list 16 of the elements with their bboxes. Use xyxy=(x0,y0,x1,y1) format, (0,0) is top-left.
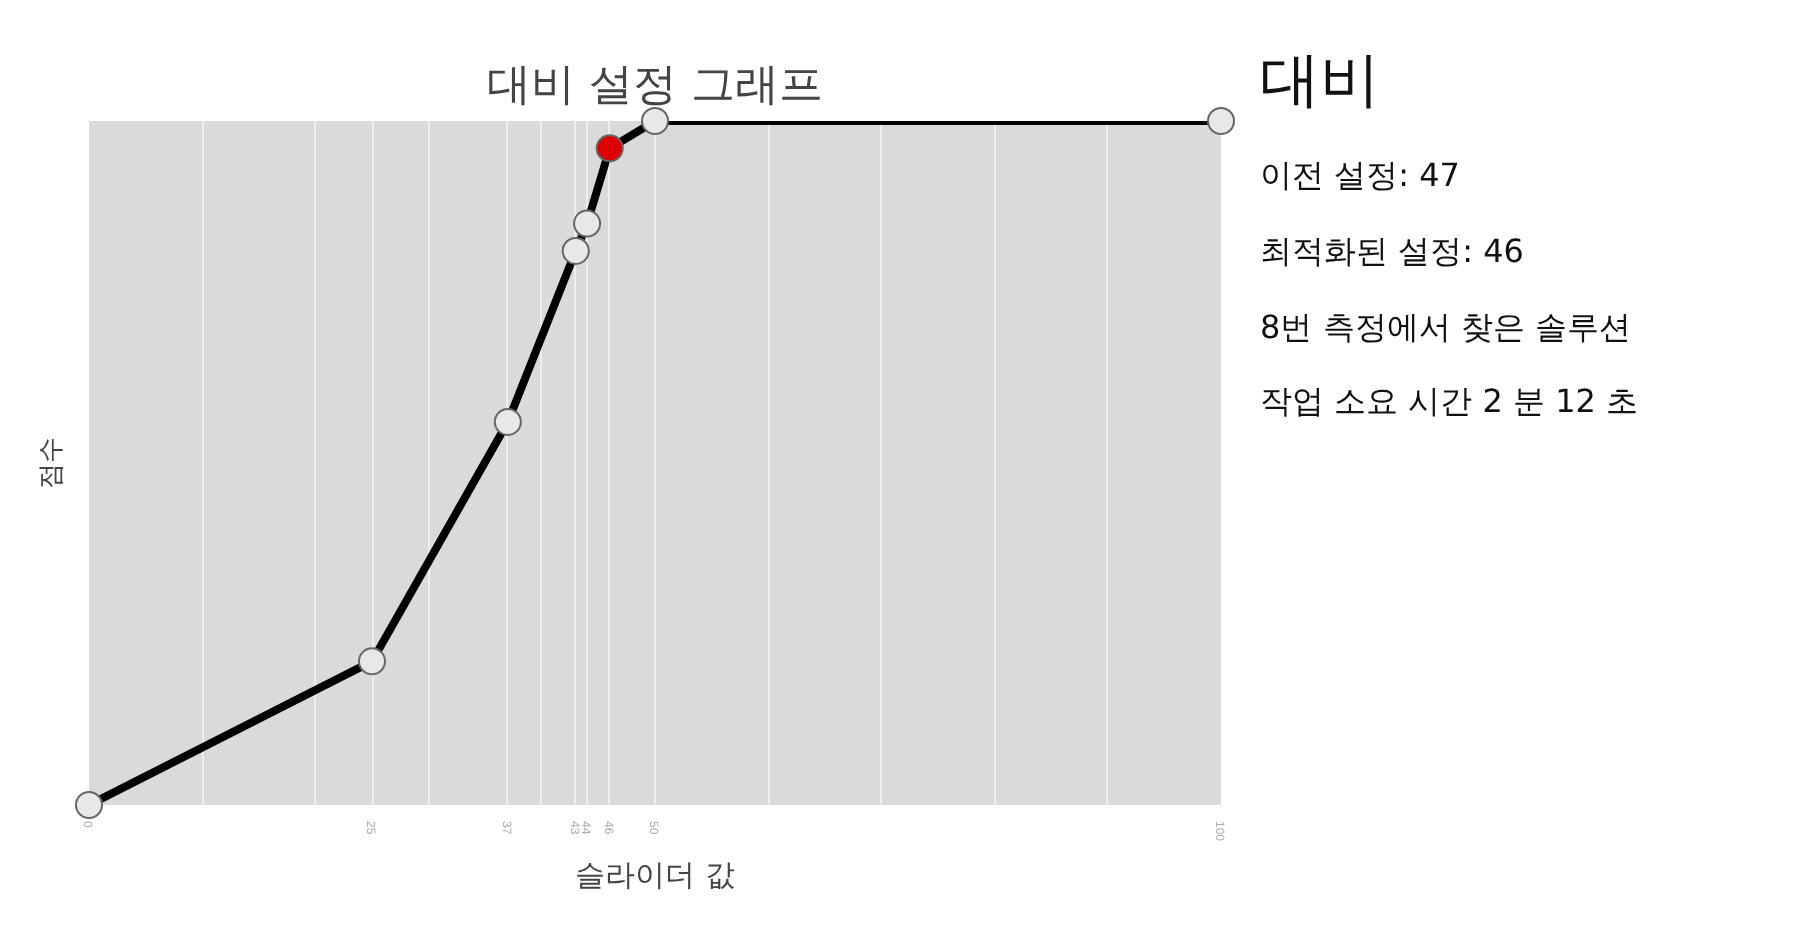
point xyxy=(573,209,602,238)
point xyxy=(75,791,103,819)
text: 최적화된 설정: 46 xyxy=(1260,229,1526,274)
text: 8번 측정에서 찾은 솔루션 xyxy=(1260,305,1633,350)
point xyxy=(493,407,522,436)
point xyxy=(561,236,590,265)
text: 작업 소요 시간 2 분 12 초 xyxy=(1260,380,1639,425)
chart-title: 대비 설정 그래프 xyxy=(487,61,824,111)
x-axis-title: 슬라이더 값 xyxy=(575,857,735,894)
point xyxy=(595,134,624,163)
text: 이전 설정: 47 xyxy=(1260,153,1462,198)
text: 대비 xyxy=(1260,44,1382,120)
point xyxy=(358,647,386,676)
point xyxy=(1207,107,1235,135)
point xyxy=(641,107,669,135)
y-axis-title: 점수 xyxy=(37,437,67,489)
